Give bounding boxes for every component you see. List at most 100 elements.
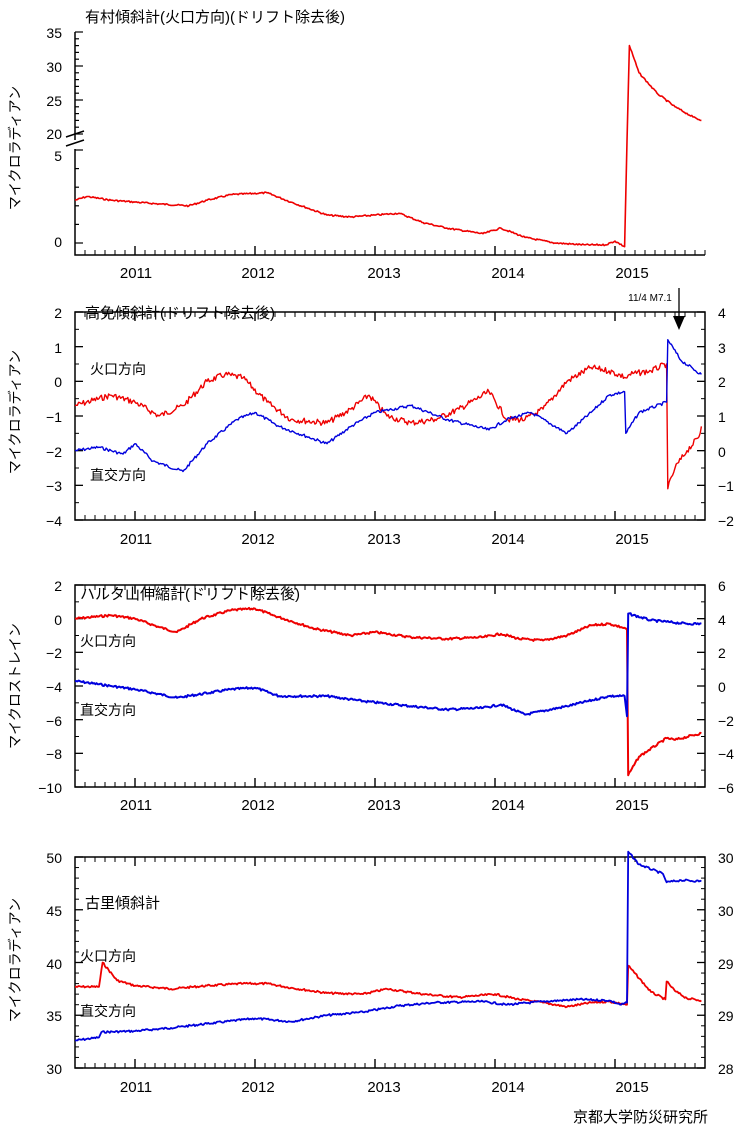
y2-tick-label: 30 — [718, 903, 734, 919]
series-label-crater: 火口方向 — [80, 633, 136, 649]
y-tick-label: 30 — [46, 59, 62, 75]
y2-tick-label: 4 — [718, 305, 726, 321]
x-tick-label: 2013 — [367, 1079, 400, 1096]
series-line — [75, 46, 701, 247]
y-tick-label: −10 — [38, 780, 62, 796]
panel-title: 有村傾斜計(火口方向)(ドリフト除去後) — [85, 9, 345, 26]
x-tick-label: 2014 — [491, 531, 524, 548]
y2-tick-label: 2 — [718, 645, 726, 661]
y-tick-label: −4 — [46, 513, 62, 529]
x-tick-label: 2014 — [491, 1079, 524, 1096]
y2-tick-label: 29 — [718, 956, 734, 972]
y-tick-label: 25 — [46, 93, 62, 109]
x-ticks — [75, 246, 705, 255]
y-axis-label: マイクロラディアン — [7, 898, 23, 1022]
y2-tick-label: −2 — [718, 513, 734, 529]
x-tick-label: 2015 — [615, 797, 648, 814]
axis-ticks — [75, 585, 705, 787]
annotation-arrow-head — [673, 316, 685, 330]
y-axis-label: マイクロラディアン — [7, 350, 23, 474]
x-tick-label: 2013 — [367, 265, 400, 282]
series-line-orthogonal — [75, 340, 701, 472]
y2-tick-label: 2 — [718, 374, 726, 390]
plot-frame — [75, 857, 705, 1068]
series-label-crater: 火口方向 — [80, 948, 136, 964]
earthquake-annotation: 11/4 M7.1 — [628, 293, 672, 304]
plot-frame — [75, 312, 705, 520]
axis-ticks — [75, 312, 705, 520]
y2-tick-label: −4 — [718, 746, 734, 762]
x-tick-label: 2012 — [241, 1079, 274, 1096]
x-tick-label: 2015 — [615, 1079, 648, 1096]
y2-tick-label: 0 — [718, 444, 726, 460]
x-tick-label: 2014 — [491, 797, 524, 814]
y-axis-label: マイクロラディアン — [7, 86, 23, 210]
series-layer — [75, 340, 701, 489]
series-label-crater: 火口方向 — [90, 361, 146, 377]
x-tick-label: 2011 — [120, 797, 152, 814]
y2-tick-label: 30 — [718, 850, 734, 866]
x-tick-label: 2013 — [367, 531, 400, 548]
y-tick-label: −4 — [46, 679, 62, 695]
series-line-orthogonal — [75, 613, 701, 716]
panel-arimura: 有村傾斜計(火口方向)(ドリフト除去後) 0 5 20 25 30 35 マイク… — [7, 9, 705, 282]
y-tick-label: 0 — [54, 234, 62, 250]
y-tick-label: 35 — [46, 1008, 62, 1024]
x-tick-label: 2012 — [241, 797, 274, 814]
x-tick-label: 2011 — [120, 531, 152, 548]
y-axis-label: マイクロストレイン — [7, 623, 23, 749]
y-tick-label: −3 — [46, 478, 62, 494]
series-layer — [75, 608, 701, 775]
axis-frame — [75, 32, 705, 255]
y2-tick-label: 6 — [718, 578, 726, 594]
y-tick-label: −1 — [46, 409, 62, 425]
y2-tick-label: −1 — [718, 478, 734, 494]
y-tick-label: 0 — [54, 374, 62, 390]
axis-ticks — [75, 857, 705, 1068]
y-tick-label: 2 — [54, 578, 62, 594]
y-tick-label: −6 — [46, 713, 62, 729]
series-line-crater — [75, 608, 701, 775]
x-tick-label: 2014 — [491, 265, 524, 282]
plot-frame — [75, 585, 705, 787]
series-label-orthogonal: 直交方向 — [90, 467, 146, 483]
y2-tick-label: 0 — [718, 679, 726, 695]
y-tick-label: 30 — [46, 1061, 62, 1077]
y-tick-label: 45 — [46, 903, 62, 919]
y-tick-label: 50 — [46, 850, 62, 866]
y-tick-label: 40 — [46, 956, 62, 972]
x-tick-label: 2011 — [120, 265, 152, 282]
y-tick-label: 5 — [54, 148, 62, 164]
x-tick-label: 2012 — [241, 265, 274, 282]
y2-tick-label: 4 — [718, 612, 726, 628]
y2-tick-label: 1 — [718, 409, 726, 425]
series-line-crater — [75, 363, 701, 489]
series-line-orthogonal — [75, 852, 701, 1041]
series-label-orthogonal: 直交方向 — [80, 1003, 136, 1019]
panel-title: 古里傾斜計 — [85, 895, 160, 912]
panel-furusato: 古里傾斜計 50 45 40 35 30 30 30 29 29 28 マイクロ… — [7, 850, 734, 1096]
y2-tick-label: 3 — [718, 340, 726, 356]
panel-takamen: 高免傾斜計(ドリフト除去後) 2 1 0 −1 −2 −3 −4 4 3 2 1… — [7, 288, 734, 548]
panel-haruta: ハルタ山伸縮計(ドリフト除去後) 2 0 −2 −4 −6 −8 −10 6 4… — [7, 578, 734, 814]
y2-tick-label: 29 — [718, 1008, 734, 1024]
credit-text: 京都大学防災研究所 — [573, 1109, 708, 1126]
series-layer — [75, 46, 701, 247]
y-ticks — [75, 32, 83, 243]
y2-tick-label: 28 — [718, 1061, 734, 1077]
x-tick-label: 2011 — [120, 1079, 152, 1096]
panel-title: 高免傾斜計(ドリフト除去後) — [85, 305, 275, 322]
y2-tick-label: −6 — [718, 780, 734, 796]
x-tick-label: 2015 — [615, 265, 648, 282]
panel-title: ハルタ山伸縮計(ドリフト除去後) — [80, 586, 300, 603]
y-tick-label: 35 — [46, 25, 62, 41]
y-tick-label: −8 — [46, 746, 62, 762]
series-layer — [75, 852, 701, 1041]
y-tick-label: 0 — [54, 612, 62, 628]
x-tick-label: 2012 — [241, 531, 274, 548]
y-tick-label: −2 — [46, 444, 62, 460]
y2-tick-label: −2 — [718, 713, 734, 729]
x-tick-label: 2013 — [367, 797, 400, 814]
